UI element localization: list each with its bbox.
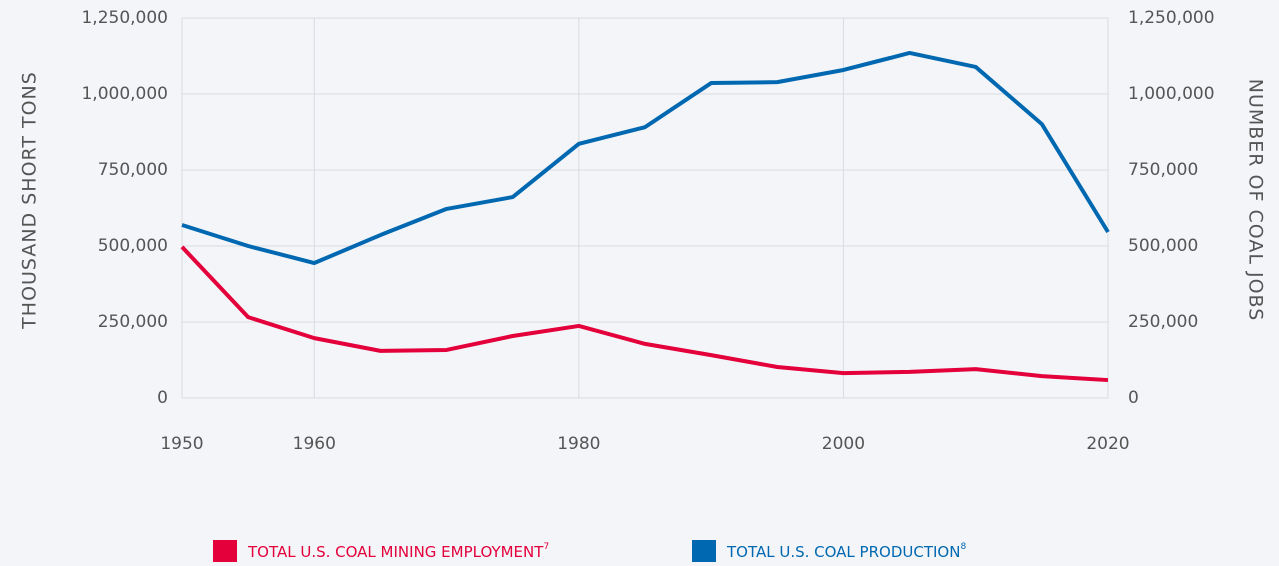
legend-swatch [692,540,716,562]
x-tick-label: 2000 [822,434,865,454]
y2-tick-label: 750,000 [1128,160,1198,180]
x-tick-label: 1980 [557,434,600,454]
legend-footnote: 8 [960,542,966,552]
y2-tick-label: 1,250,000 [1128,8,1215,28]
y-tick-label: 1,000,000 [81,84,168,104]
y2-axis-title: NUMBER OF COAL JOBS [1245,79,1267,322]
legend-label: TOTAL U.S. COAL MINING EMPLOYMENT7 [247,542,549,561]
x-tick-label: 1950 [160,434,203,454]
y2-tick-label: 250,000 [1128,312,1198,332]
x-tick-label: 2020 [1086,434,1129,454]
y-tick-label: 0 [157,388,168,408]
series-line [181,50,1110,266]
legend-swatch [213,540,237,562]
y2-tick-label: 0 [1128,388,1139,408]
legend-label: TOTAL U.S. COAL PRODUCTION8 [726,542,966,561]
x-tick-label: 1960 [293,434,336,454]
legend-name: TOTAL U.S. COAL MINING EMPLOYMENT [247,543,544,561]
series-line [180,245,1109,383]
y-tick-label: 750,000 [98,160,168,180]
y-tick-label: 500,000 [98,236,168,256]
y-axis-title: THOUSAND SHORT TONS [19,71,41,330]
legend-name: TOTAL U.S. COAL PRODUCTION [726,543,960,561]
y-tick-label: 1,250,000 [81,8,168,28]
y-tick-label: 250,000 [98,312,168,332]
y2-tick-label: 500,000 [1128,236,1198,256]
y2-tick-label: 1,000,000 [1128,84,1215,104]
legend-footnote: 7 [543,542,549,552]
